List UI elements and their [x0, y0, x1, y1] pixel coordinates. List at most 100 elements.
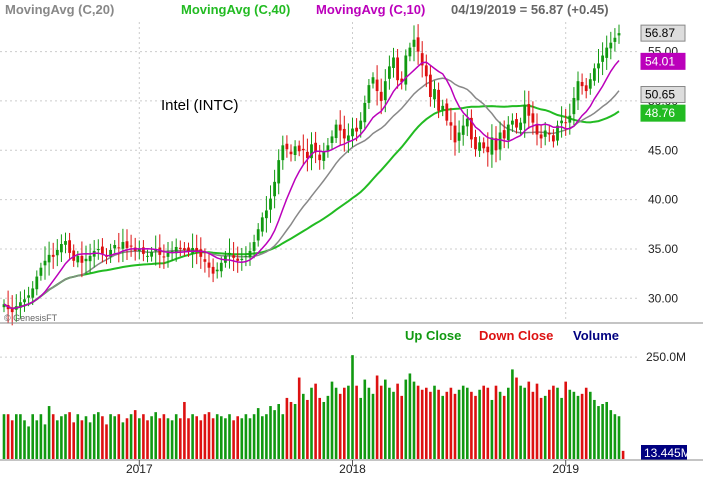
- volume-bar: [498, 391, 502, 459]
- candle: [461, 114, 465, 146]
- volume-bar: [412, 381, 416, 459]
- x-tick-label: 2017: [126, 462, 153, 476]
- candle-body: [552, 135, 555, 142]
- candle: [527, 90, 531, 129]
- moving-average-path: [3, 60, 620, 310]
- volume-bar: [461, 385, 465, 459]
- candle-body: [560, 120, 563, 124]
- volume-bar: [15, 414, 18, 459]
- volume-bar: [367, 387, 371, 459]
- volume-bar: [494, 385, 498, 459]
- candle-body: [609, 42, 613, 49]
- volume-bar: [150, 416, 153, 459]
- volume-bar: [314, 383, 317, 459]
- candle-body: [88, 255, 92, 262]
- candle: [96, 239, 100, 260]
- volume-bar: [84, 416, 88, 459]
- candle: [113, 240, 117, 254]
- volume-bar: [502, 395, 506, 459]
- candle-body: [150, 251, 153, 257]
- volume-bar: [326, 395, 330, 459]
- volume-bar: [617, 416, 621, 459]
- volume-bar: [232, 420, 235, 459]
- volume-bar: [584, 387, 588, 459]
- volume-bar: [429, 391, 432, 459]
- candle-body: [568, 115, 572, 123]
- candle: [326, 138, 330, 158]
- candle-body: [23, 299, 26, 303]
- candle: [80, 241, 84, 278]
- candle: [318, 144, 322, 170]
- candle: [76, 250, 80, 268]
- volume-bar: [179, 418, 182, 459]
- watermark: © GenesisFT: [4, 313, 58, 323]
- volume-bar: [23, 420, 26, 459]
- candle-body: [269, 198, 272, 210]
- volume-bar: [154, 412, 157, 459]
- candle-body: [465, 118, 469, 127]
- candle-body: [244, 255, 248, 257]
- candle: [470, 109, 473, 148]
- candle-body: [449, 122, 453, 126]
- volume-bar: [195, 416, 198, 459]
- volume-bar: [113, 416, 116, 459]
- candle: [351, 117, 354, 148]
- candle-body: [322, 151, 326, 161]
- candle-body: [195, 247, 199, 251]
- candle: [129, 234, 133, 257]
- ma10-line: [3, 60, 620, 310]
- volume-bar: [269, 406, 272, 459]
- volume-bar: [142, 414, 145, 459]
- candle-body: [617, 33, 621, 36]
- volume-bar: [289, 401, 293, 459]
- candle-body: [281, 145, 285, 161]
- candle: [27, 286, 30, 307]
- candle-body: [441, 105, 445, 110]
- volume-bar: [351, 355, 354, 459]
- symbol-label: Intel (INTC): [161, 97, 239, 114]
- candle-body: [498, 132, 502, 150]
- candle-body: [383, 81, 387, 101]
- candle-body: [511, 120, 514, 125]
- candle-body: [424, 65, 428, 77]
- candle-body: [232, 255, 235, 258]
- candle: [330, 130, 334, 150]
- volume-bar: [470, 391, 473, 459]
- candle: [400, 71, 404, 90]
- badge-box: [640, 52, 686, 70]
- moving-average-path: [3, 104, 620, 310]
- candle: [392, 47, 395, 78]
- candle: [310, 132, 313, 171]
- candle: [474, 129, 477, 157]
- volume-bar: [88, 422, 92, 459]
- last-value-badge: 50.65: [640, 86, 686, 104]
- volume-bar: [556, 387, 559, 459]
- candle-body: [408, 47, 412, 57]
- volume-bar: [158, 418, 162, 459]
- candle: [219, 256, 223, 278]
- candle-body: [252, 242, 256, 251]
- candle: [556, 120, 559, 146]
- candle: [101, 238, 104, 263]
- candle-body: [564, 122, 568, 124]
- volume-bar: [146, 420, 149, 459]
- candle: [617, 24, 621, 44]
- candle: [178, 240, 182, 257]
- candle: [416, 24, 420, 65]
- candle-body: [400, 78, 404, 83]
- volume-bar: [183, 401, 186, 459]
- volume-bar: [265, 414, 268, 459]
- volume-bar: [392, 391, 395, 459]
- volume-bar: [60, 416, 63, 459]
- candle-body: [576, 81, 580, 101]
- candle-body: [162, 256, 166, 258]
- candle-body: [342, 128, 346, 139]
- candle-body: [260, 217, 264, 232]
- candle-body: [613, 37, 617, 42]
- candle-body: [187, 247, 190, 252]
- candle: [334, 119, 338, 143]
- candle: [277, 149, 281, 195]
- badge-label: 48.76: [645, 106, 675, 120]
- candle-body: [445, 103, 449, 121]
- volume-bar: [293, 404, 297, 459]
